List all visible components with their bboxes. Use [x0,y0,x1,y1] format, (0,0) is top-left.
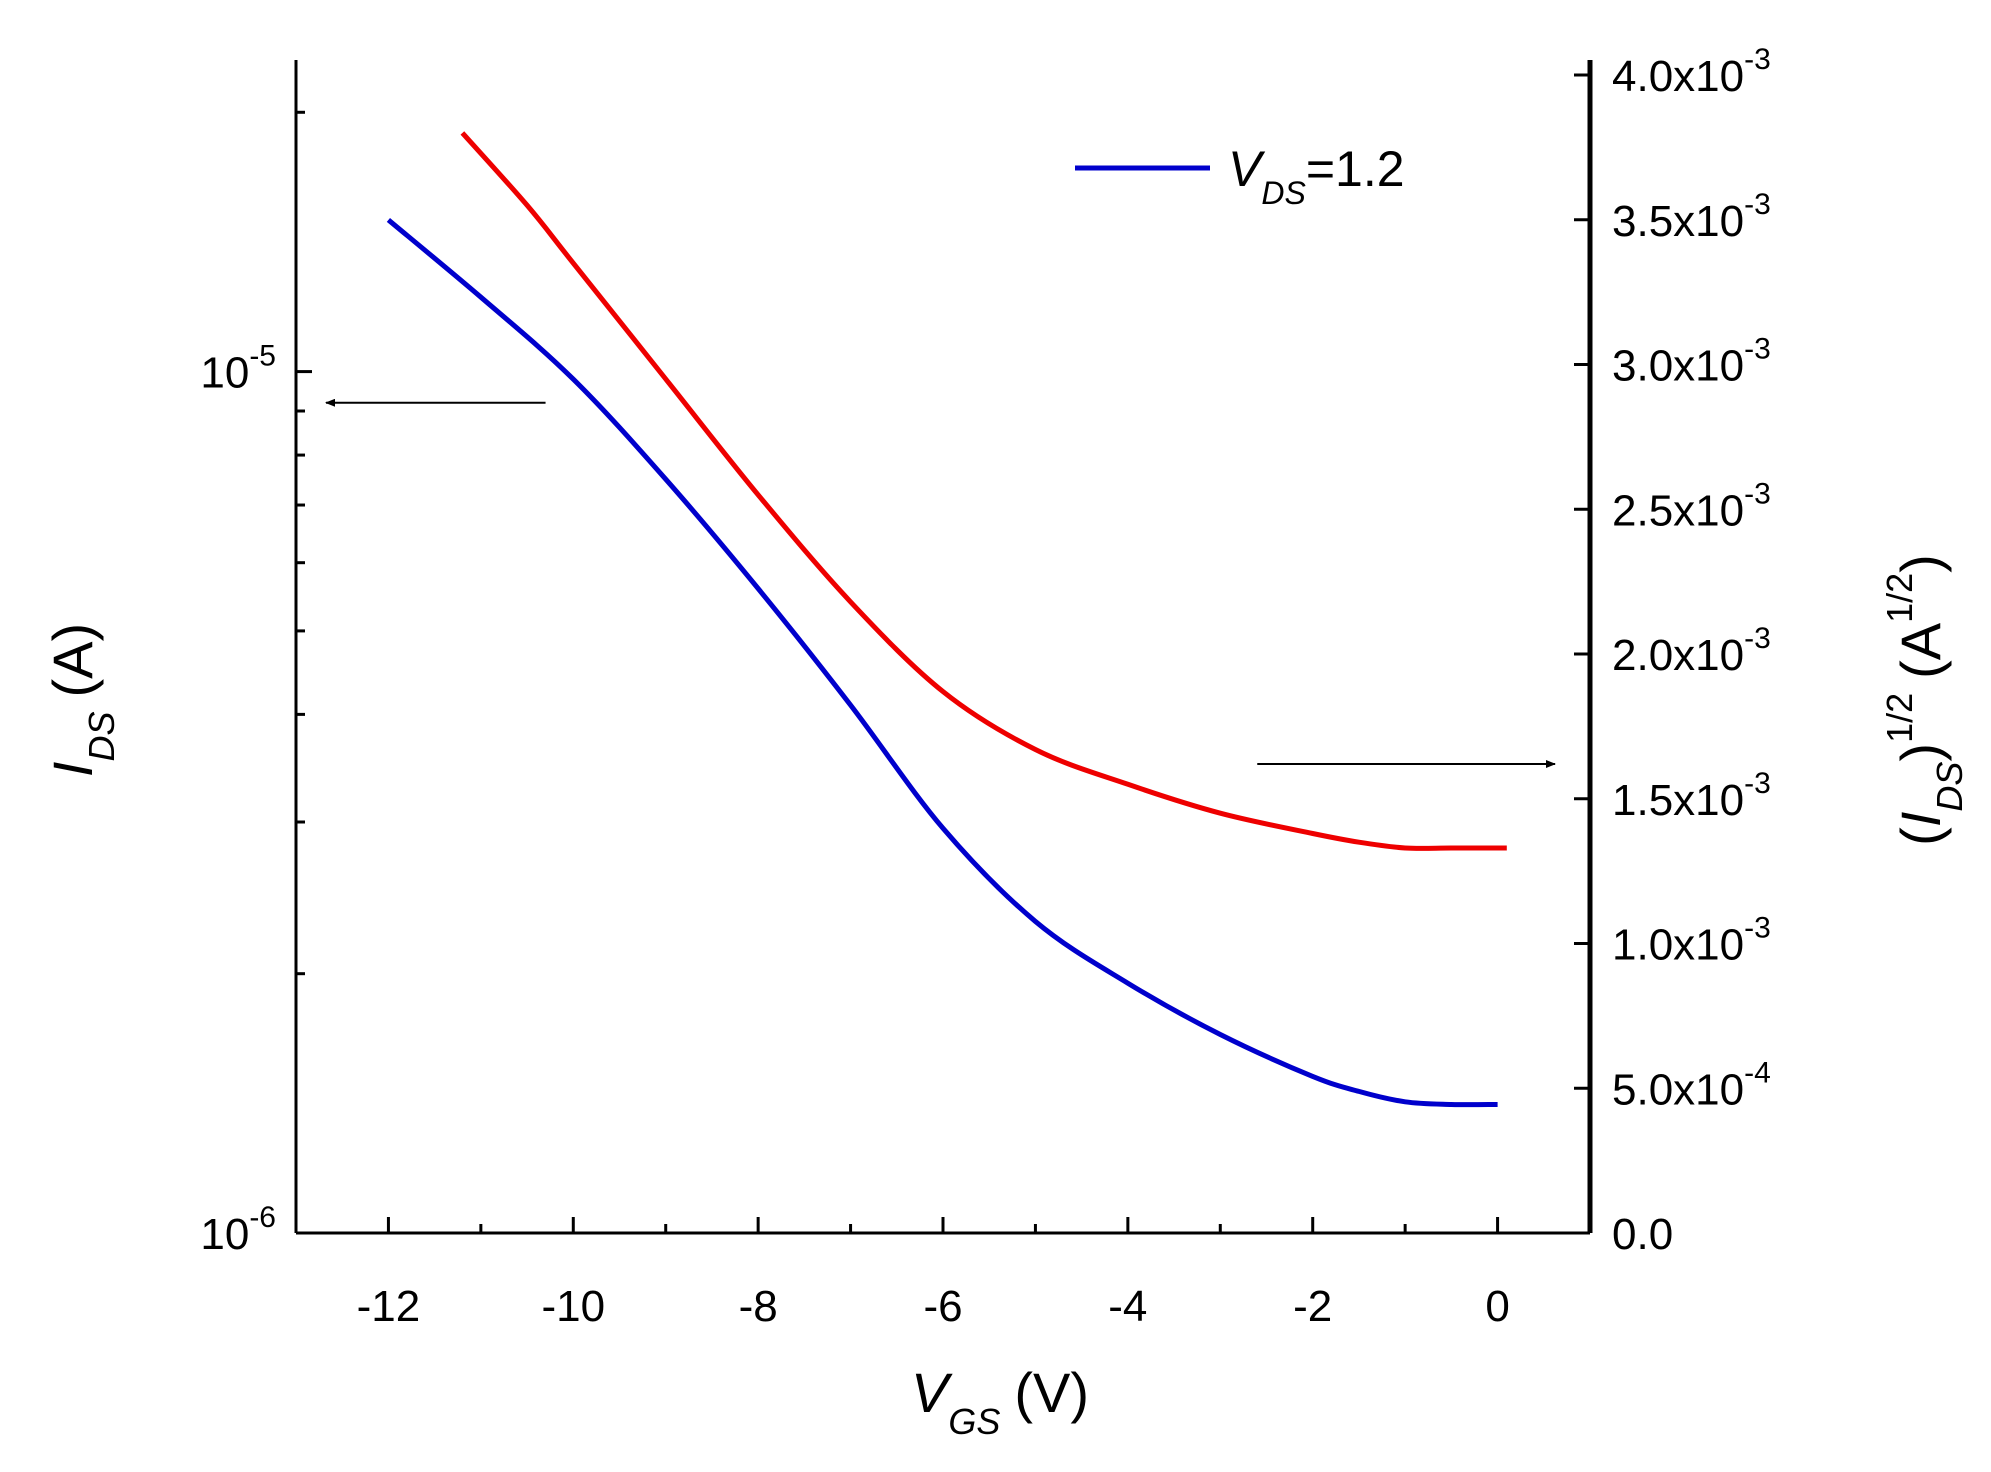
right-y-axis-title-close: ) [1889,743,1952,762]
left-y-axis-title-unit: (A) [41,623,104,698]
right-y-tick-label-exp: -3 [1744,477,1771,510]
series-line-ids-log [386,217,1498,1108]
right-y-tick-label: 2.5x10-3 [1612,477,1771,535]
left-y-tick-label: 10-5 [200,340,276,398]
right-y-tick-label-mantissa: 1.5x10 [1612,776,1744,825]
x-tick-label: -4 [1108,1282,1147,1331]
right-y-tick-label: 0.0 [1612,1210,1673,1259]
plot-frame [294,60,1593,1235]
legend-label-value: =1.2 [1306,141,1405,197]
right-y-tick-label-exp: -3 [1744,622,1771,655]
left-y-tick-label-base: 10 [200,1210,249,1259]
x-axis-title-unit: (V) [1014,1361,1089,1424]
right-y-tick-label-exp: -3 [1744,767,1771,800]
legend-label-sub: DS [1261,175,1305,211]
left-y-tick-label-base: 10 [200,349,249,398]
right-y-tick-label: 1.0x10-3 [1612,912,1771,970]
right-y-tick-label-mantissa: 1.0x10 [1612,921,1744,970]
right-y-axis-title: (IDS)1/2(A1/2) [1879,554,1970,846]
right-y-tick-label-mantissa: 5.0x10 [1612,1065,1744,1114]
x-axis-title: VGS (V) [911,1361,1089,1442]
series-line-sqrt-ids [460,131,1507,851]
right-y-tick-label-exp: -4 [1744,1056,1771,1089]
series-layer [386,131,1507,1108]
legend-label-v: V [1228,141,1266,197]
right-y-axis-ticks: 0.05.0x10-41.0x10-31.5x10-32.0x10-32.5x1… [1574,43,1771,1259]
right-y-tick-label-exp: -3 [1744,43,1771,76]
legend-label: VDS=1.2 [1228,141,1405,211]
x-tick-label: -8 [739,1282,778,1331]
left-y-axis-ticks: 10-510-6 [200,110,312,1259]
right-y-axis-title-open: ( [1889,827,1952,846]
right-y-tick-label-exp: -3 [1744,333,1771,366]
left-y-tick-label: 10-6 [200,1201,276,1259]
right-y-axis-title-i: I [1889,812,1952,828]
right-y-tick-label: 1.5x10-3 [1612,767,1771,825]
right-y-tick-label-mantissa: 3.5x10 [1612,197,1744,246]
x-axis-ticks: -12 -10 -8 -6 -4 -2 0 [294,1217,1592,1331]
right-y-axis-title-exp: 1/2 [1879,693,1920,743]
x-tick-label: -6 [923,1282,962,1331]
x-axis-title-sub: GS [948,1401,1000,1442]
right-y-tick-label-exp: -3 [1744,912,1771,945]
right-y-axis-title-unit-close: ) [1889,554,1952,573]
right-y-axis-title-sub: DS [1929,762,1970,812]
right-y-tick-label-mantissa: 2.0x10 [1612,631,1744,680]
x-tick-label: -2 [1293,1282,1332,1331]
left-y-axis-title: IDS (A) [41,623,122,777]
x-tick-label: -10 [541,1282,605,1331]
annotation-arrows [325,398,1556,769]
legend: VDS=1.2 [1075,141,1405,211]
x-axis-title-v: V [911,1361,953,1424]
right-y-tick-label-mantissa: 2.5x10 [1612,486,1744,535]
right-y-tick-label: 2.0x10-3 [1612,622,1771,680]
right-y-axis-title-unit-exp: 1/2 [1879,573,1920,623]
right-y-tick-label: 3.5x10-3 [1612,188,1771,246]
left-y-axis-title-sub: DS [81,712,122,762]
right-y-tick-label: 3.0x10-3 [1612,333,1771,391]
right-y-tick-label-mantissa: 4.0x10 [1612,52,1744,101]
left-y-tick-label-exp: -5 [249,340,276,373]
right-y-tick-label-mantissa: 3.0x10 [1612,342,1744,391]
x-tick-label: 0 [1485,1282,1509,1331]
right-y-tick-label-exp: -3 [1744,188,1771,221]
left-y-tick-label-exp: -6 [249,1201,276,1234]
right-y-tick-label-mantissa: 0.0 [1612,1210,1673,1259]
right-y-tick-label: 5.0x10-4 [1612,1056,1771,1114]
left-y-axis-title-i: I [41,762,104,778]
right-y-axis-title-unit-open: (A [1889,622,1952,679]
right-y-tick-label: 4.0x10-3 [1612,43,1771,101]
x-tick-label: -12 [357,1282,421,1331]
